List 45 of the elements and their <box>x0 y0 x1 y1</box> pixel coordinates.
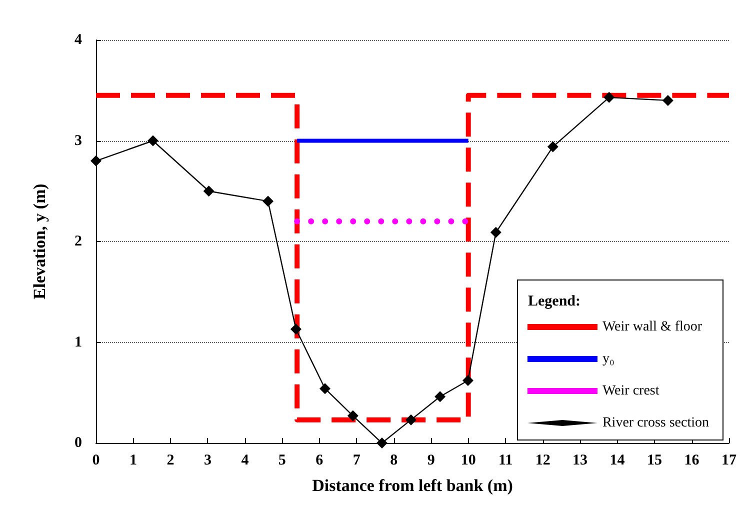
y-tick-label: 1 <box>74 334 82 350</box>
y-tick-label: 2 <box>74 234 82 250</box>
point <box>147 135 158 146</box>
legend-label: Weir wall & floor <box>602 320 702 334</box>
point <box>434 391 446 402</box>
x-tick-label: 16 <box>684 452 700 468</box>
x-tick-label: 9 <box>427 452 435 468</box>
point <box>290 324 302 335</box>
x-tick-label: 10 <box>460 452 476 468</box>
x-axis-title: Distance from left bank (m) <box>312 476 513 495</box>
point <box>319 383 330 394</box>
x-tick-label: 7 <box>352 452 361 468</box>
x-tick-label: 17 <box>722 452 737 468</box>
legend-label: Weir crest <box>602 384 660 398</box>
x-tick-label: 3 <box>204 452 212 468</box>
point <box>490 226 502 238</box>
point <box>662 94 674 106</box>
x-tick-label: 1 <box>129 452 137 468</box>
point <box>376 438 388 448</box>
point <box>90 155 102 166</box>
point <box>462 375 474 386</box>
legend-label: y₀ <box>602 352 614 366</box>
x-tick-label: 2 <box>166 452 174 468</box>
point <box>262 196 274 207</box>
y-tick-label: 0 <box>74 435 82 451</box>
x-tick-label: 8 <box>390 452 398 468</box>
y-tick-label: 4 <box>74 32 82 48</box>
x-tick-label: 0 <box>92 452 100 468</box>
x-tick-label: 11 <box>498 452 513 468</box>
x-tick-label: 4 <box>241 452 250 468</box>
point <box>604 92 615 103</box>
x-tick-label: 14 <box>610 452 626 468</box>
x-tick-label: 15 <box>647 452 662 468</box>
point <box>547 141 558 152</box>
point <box>406 414 417 426</box>
x-tick-label: 5 <box>278 452 286 468</box>
legend-label: River cross section <box>602 416 709 430</box>
x-tick-label: 13 <box>572 452 588 468</box>
x-tick-label: 12 <box>535 452 550 468</box>
x-tick-label: 6 <box>316 452 324 468</box>
point <box>347 410 358 422</box>
legend-title: Legend: <box>528 294 580 310</box>
y-tick-label: 3 <box>74 132 82 149</box>
y-axis-title: Elevation, y (m) <box>30 184 49 300</box>
point <box>203 186 214 197</box>
